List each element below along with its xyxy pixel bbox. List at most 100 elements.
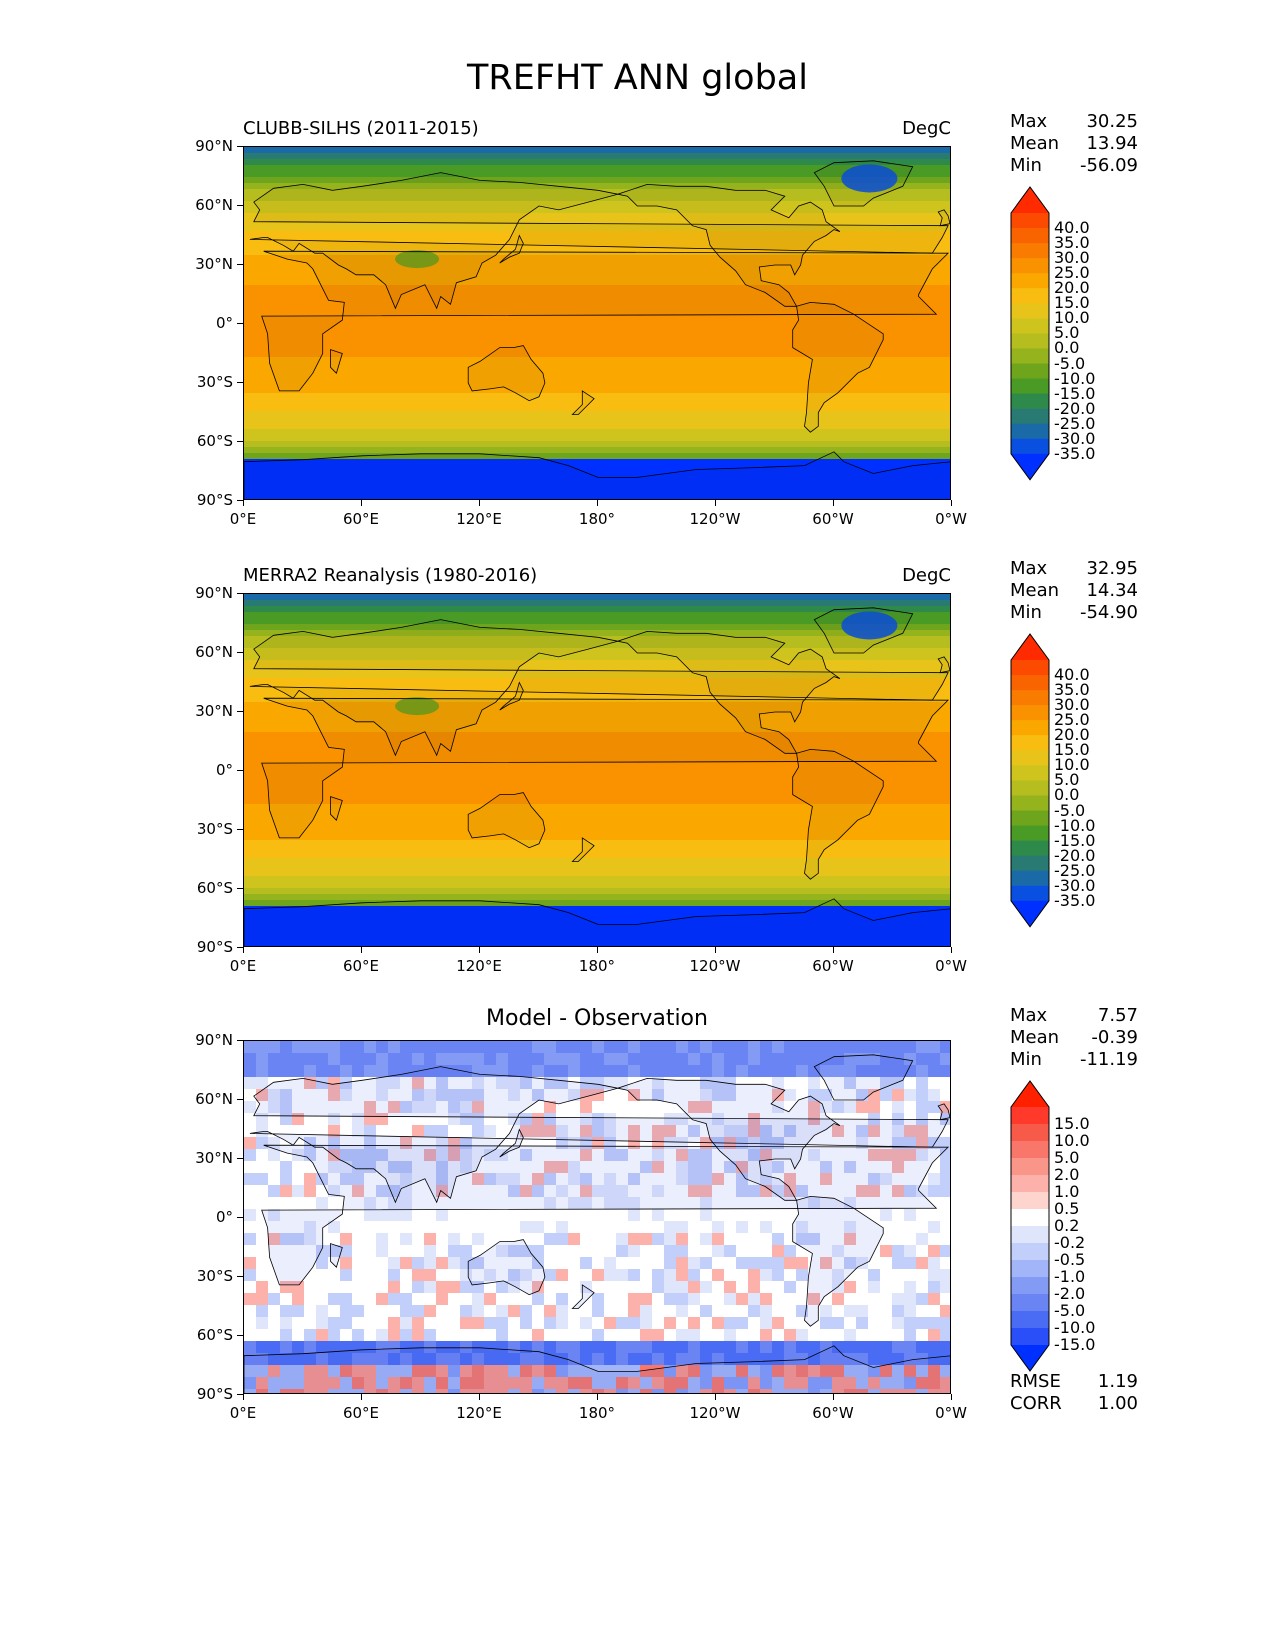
difference-cell bbox=[532, 1173, 545, 1186]
longitude-tick bbox=[951, 947, 952, 953]
difference-cell bbox=[340, 1185, 353, 1198]
temperature-band bbox=[244, 291, 950, 298]
temperature-band bbox=[244, 165, 950, 172]
difference-cell bbox=[676, 1305, 689, 1318]
stat-label: RMSE bbox=[1010, 1371, 1061, 1392]
difference-cell bbox=[280, 1221, 293, 1234]
difference-cell bbox=[712, 1089, 725, 1102]
difference-cell bbox=[256, 1041, 269, 1054]
difference-cell bbox=[736, 1305, 749, 1318]
difference-cell bbox=[256, 1389, 269, 1393]
latitude-tick bbox=[237, 1394, 243, 1395]
difference-cell bbox=[412, 1341, 425, 1354]
colorbar-segment bbox=[1011, 1192, 1049, 1210]
difference-cell bbox=[376, 1365, 389, 1378]
difference-cell bbox=[916, 1137, 929, 1150]
difference-cell bbox=[388, 1041, 401, 1054]
coastline bbox=[261, 250, 950, 392]
difference-cell bbox=[328, 1341, 341, 1354]
difference-cell bbox=[808, 1065, 821, 1078]
difference-cell bbox=[544, 1221, 557, 1234]
difference-cell bbox=[496, 1365, 509, 1378]
difference-cell bbox=[412, 1041, 425, 1054]
difference-cell bbox=[556, 1221, 569, 1234]
difference-cell bbox=[280, 1233, 293, 1246]
difference-cell bbox=[652, 1101, 665, 1114]
difference-cell bbox=[604, 1377, 617, 1390]
temperature-band bbox=[244, 894, 950, 901]
difference-cell bbox=[724, 1257, 737, 1270]
difference-cell bbox=[352, 1161, 365, 1174]
temperature-band bbox=[244, 435, 950, 442]
difference-cell bbox=[880, 1269, 893, 1282]
difference-cell bbox=[676, 1113, 689, 1126]
difference-cell bbox=[820, 1077, 833, 1090]
difference-cell bbox=[340, 1329, 353, 1342]
difference-cell bbox=[940, 1341, 950, 1354]
difference-cell bbox=[568, 1089, 581, 1102]
difference-cell bbox=[436, 1329, 449, 1342]
difference-cell bbox=[352, 1125, 365, 1138]
difference-cell bbox=[376, 1089, 389, 1102]
difference-cell bbox=[772, 1065, 785, 1078]
difference-cell bbox=[532, 1041, 545, 1054]
difference-cell bbox=[880, 1353, 893, 1366]
difference-cell bbox=[280, 1137, 293, 1150]
difference-cell bbox=[820, 1305, 833, 1318]
difference-cell bbox=[556, 1353, 569, 1366]
difference-cell bbox=[580, 1353, 593, 1366]
longitude-label: 120°E bbox=[456, 510, 502, 528]
stat-value: -54.90 bbox=[1079, 602, 1138, 623]
temperature-band bbox=[244, 708, 950, 715]
difference-cell bbox=[628, 1245, 641, 1258]
colorbar-tick-label: -10.0 bbox=[1054, 815, 1096, 835]
difference-cell bbox=[640, 1293, 653, 1306]
difference-cell bbox=[436, 1125, 449, 1138]
difference-cell bbox=[832, 1233, 845, 1246]
difference-cell bbox=[304, 1269, 317, 1282]
difference-cell bbox=[340, 1053, 353, 1066]
temperature-band bbox=[244, 237, 950, 244]
latitude-tick bbox=[237, 441, 243, 442]
temperature-band bbox=[244, 714, 950, 721]
temperature-band bbox=[244, 906, 950, 913]
difference-cell bbox=[580, 1269, 593, 1282]
difference-cell bbox=[844, 1101, 857, 1114]
difference-cell bbox=[280, 1389, 293, 1393]
colorbar-segment bbox=[1011, 273, 1049, 289]
difference-cell bbox=[688, 1233, 701, 1246]
difference-cell bbox=[520, 1365, 533, 1378]
difference-cell bbox=[688, 1089, 701, 1102]
difference-cell bbox=[676, 1365, 689, 1378]
difference-cell bbox=[556, 1173, 569, 1186]
difference-cell bbox=[940, 1305, 950, 1318]
temperature-band bbox=[244, 357, 950, 364]
difference-cell bbox=[508, 1125, 521, 1138]
colorbar-tick-label: 30.0 bbox=[1054, 695, 1090, 715]
latitude-label: 30°S bbox=[196, 1267, 233, 1285]
difference-cell bbox=[604, 1113, 617, 1126]
colorbar-tick-label: -1.0 bbox=[1054, 1267, 1086, 1286]
difference-cell bbox=[436, 1209, 449, 1222]
difference-cell bbox=[244, 1185, 257, 1198]
latitude-tick bbox=[237, 947, 243, 948]
difference-cell bbox=[424, 1209, 437, 1222]
difference-cell bbox=[580, 1245, 593, 1258]
difference-cell bbox=[556, 1041, 569, 1054]
difference-cell bbox=[580, 1161, 593, 1174]
difference-cell bbox=[808, 1281, 821, 1294]
difference-cell bbox=[244, 1281, 257, 1294]
difference-cell bbox=[784, 1293, 797, 1306]
difference-cell bbox=[616, 1281, 629, 1294]
difference-cell bbox=[568, 1065, 581, 1078]
difference-cell bbox=[340, 1065, 353, 1078]
difference-cell bbox=[484, 1317, 497, 1330]
difference-cell bbox=[604, 1329, 617, 1342]
difference-cell bbox=[784, 1389, 797, 1393]
difference-cell bbox=[820, 1065, 833, 1078]
colorbar-segment bbox=[1011, 1311, 1049, 1329]
difference-cell bbox=[628, 1293, 641, 1306]
difference-cell bbox=[316, 1317, 329, 1330]
temperature-band bbox=[244, 447, 950, 454]
difference-cell bbox=[724, 1197, 737, 1210]
